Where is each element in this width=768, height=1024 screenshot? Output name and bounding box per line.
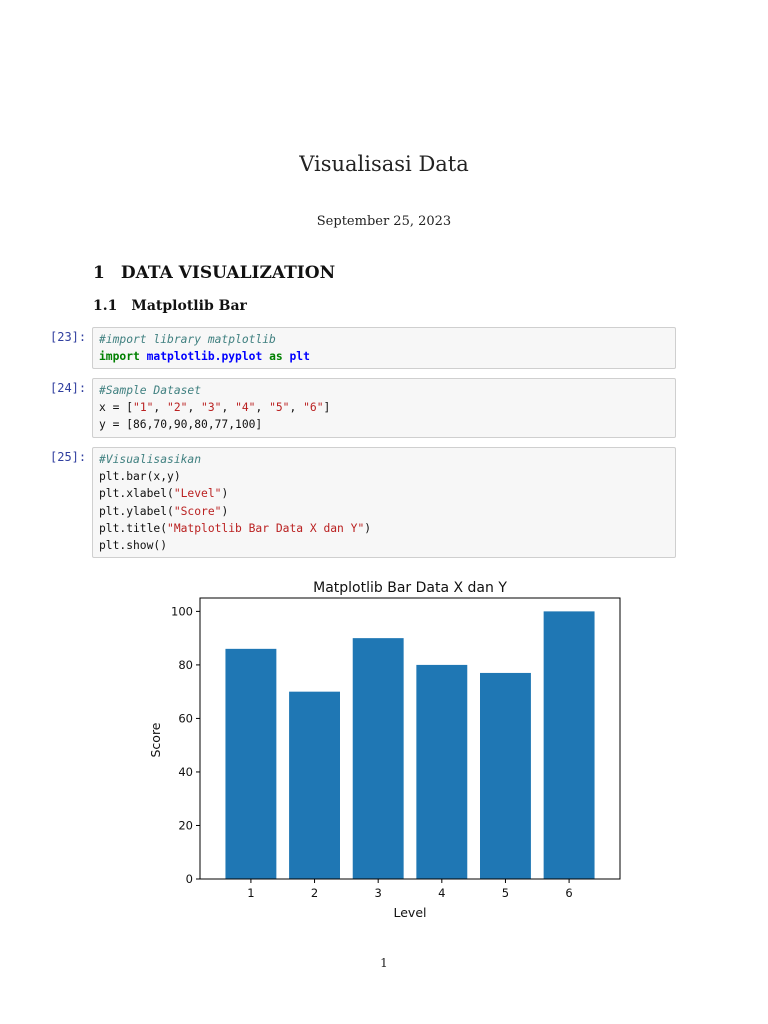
bar-3	[352, 638, 404, 879]
code-line: y = [86,70,90,80,77,100]	[99, 416, 669, 433]
code-token: y = [86,70,90,80,77,100]	[99, 418, 263, 432]
code-token: "2"	[167, 401, 188, 415]
code-line: import matplotlib.pyplot as plt	[99, 348, 669, 365]
code-token: import	[99, 350, 140, 364]
code-token: x = [	[99, 401, 134, 415]
code-line: plt.title("Matplotlib Bar Data X dan Y")	[99, 520, 669, 537]
cell-prompt: [23]:	[50, 330, 87, 344]
y-tick-label: 60	[178, 711, 193, 725]
code-token: plt.title(	[99, 521, 168, 535]
x-axis: 1 2 3 4 5 6	[247, 879, 573, 900]
bar-1	[225, 648, 277, 879]
code-token: plt.xlabel(	[99, 487, 174, 501]
page-number: 1	[380, 956, 388, 970]
code-token: "4"	[235, 401, 256, 415]
code-line: plt.ylabel("Score")	[99, 503, 669, 520]
y-axis-label: Score	[148, 722, 163, 757]
code-line: plt.xlabel("Level")	[99, 485, 669, 502]
code-token: #Visualisasikan	[99, 453, 202, 466]
document-title: Visualisasi Data	[299, 152, 469, 176]
bar-2	[289, 691, 340, 879]
code-token: ,	[289, 401, 304, 415]
code-token: #import library matplotlib	[99, 333, 276, 346]
code-token: ,	[153, 401, 168, 415]
code-token: ]	[323, 401, 331, 415]
y-tick-label: 20	[178, 818, 193, 832]
code-token: matplotlib.pyplot	[146, 350, 263, 364]
code-token: "Level"	[173, 487, 222, 501]
code-token: "Score"	[173, 504, 222, 518]
code-token	[140, 350, 147, 363]
code-token: ,	[255, 401, 270, 415]
code-token: )	[364, 521, 372, 535]
code-token: "Matplotlib Bar Data X dan Y"	[167, 521, 365, 535]
plot-frame	[199, 597, 621, 880]
code-input[interactable]: #Sample Dataset x = ["1", "2", "3", "4", …	[92, 378, 676, 438]
x-axis-label: Level	[394, 905, 427, 920]
subsection-title: Matplotlib Bar	[131, 298, 247, 314]
code-token: plt.ylabel(	[99, 504, 174, 518]
code-line: plt.bar(x,y)	[99, 468, 669, 485]
section-heading: 1 DATA VISUALIZATION	[93, 263, 335, 283]
document-date: September 25, 2023	[316, 214, 452, 229]
y-tick-label: 100	[171, 604, 193, 618]
code-input[interactable]: #Visualisasikan plt.bar(x,y) plt.xlabel("L…	[92, 447, 676, 559]
x-tick-label: 6	[565, 886, 572, 900]
code-input[interactable]: #import library matplotlib import matplot…	[92, 327, 676, 370]
x-tick-label: 4	[438, 886, 445, 900]
x-tick-label: 2	[311, 886, 318, 900]
bar-6	[543, 611, 595, 879]
subsection-heading: 1.1 Matplotlib Bar	[93, 298, 247, 314]
code-token: "3"	[201, 401, 222, 415]
bar-chart: Matplotlib Bar Data X dan Y 0 20 40 60 80 100…	[148, 580, 621, 920]
code-line: #import library matplotlib	[99, 331, 669, 348]
bar-series	[225, 611, 595, 879]
code-token: plt	[289, 350, 310, 364]
code-token: )	[221, 504, 229, 518]
code-token: plt.bar(x,y)	[99, 470, 181, 484]
x-tick-label: 3	[375, 886, 382, 900]
code-token: ,	[221, 401, 236, 415]
subsection-number: 1.1	[93, 298, 118, 314]
y-tick-label: 80	[178, 658, 193, 672]
code-token: )	[221, 487, 229, 501]
code-line: plt.show()	[99, 537, 669, 554]
cell-prompt: [24]:	[50, 381, 87, 395]
section-number: 1	[93, 263, 105, 283]
bar-5	[480, 672, 531, 879]
code-token: #Sample Dataset	[99, 384, 202, 397]
y-tick-label: 0	[186, 872, 193, 886]
code-line: x = ["1", "2", "3", "4", "5", "6"]	[99, 399, 669, 416]
bar-4	[416, 664, 468, 879]
cell-prompt: [25]:	[50, 450, 87, 464]
code-token: plt.show()	[99, 538, 168, 552]
code-token: "5"	[269, 401, 290, 415]
code-line: #Sample Dataset	[99, 382, 669, 399]
code-token: "1"	[133, 401, 154, 415]
code-line: #Visualisasikan	[99, 451, 669, 468]
chart-title: Matplotlib Bar Data X dan Y	[313, 580, 507, 596]
x-tick-label: 5	[502, 886, 509, 900]
section-title: DATA VISUALIZATION	[120, 263, 336, 283]
code-token: "6"	[303, 401, 324, 415]
x-tick-label: 1	[247, 886, 254, 900]
code-token: ,	[187, 401, 202, 415]
y-axis: 0 20 40 60 80 100	[171, 604, 200, 886]
code-token: as	[269, 350, 283, 364]
y-tick-label: 40	[178, 765, 193, 779]
